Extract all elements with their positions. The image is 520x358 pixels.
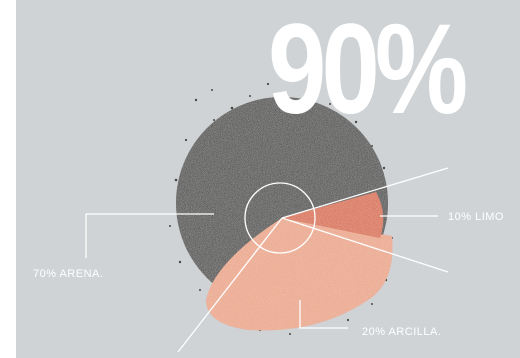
clay-wedge (206, 218, 393, 331)
divider-line-right (281, 217, 449, 273)
divider-line-top (281, 167, 449, 219)
headline-percentage: 90% (268, 0, 468, 141)
arena-leader-line (85, 213, 214, 258)
divider-line-bottom (177, 217, 283, 353)
arcilla-label: 20% ARCILLA. (362, 326, 442, 338)
arcilla-leader-line (299, 300, 348, 329)
guide-lines (85, 167, 449, 353)
limo-label: 10% LIMO (448, 211, 504, 223)
silt-wedge (282, 192, 384, 238)
arena-label: 70% ARENA. (33, 268, 104, 280)
center-ring (244, 182, 316, 254)
